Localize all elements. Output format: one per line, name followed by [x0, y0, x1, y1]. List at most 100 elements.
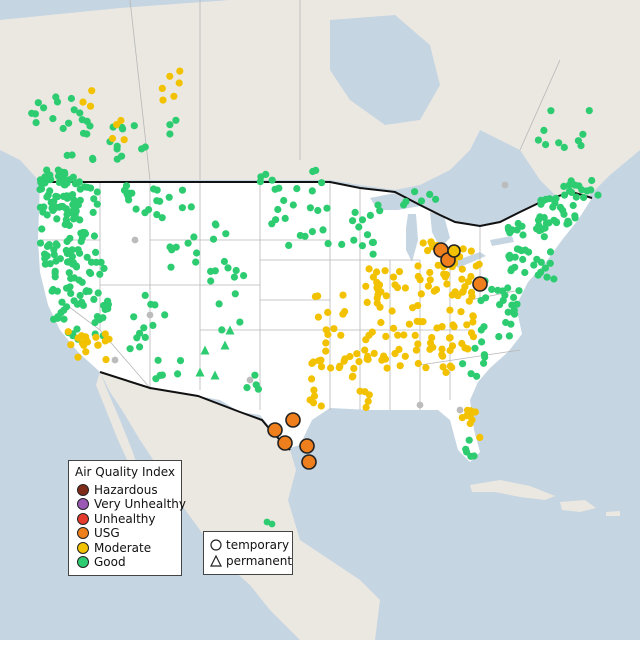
temporary-site-marker: [446, 362, 454, 370]
temporary-site-marker: [58, 298, 66, 306]
temporary-site-marker: [509, 301, 517, 309]
temporary-site-marker: [56, 255, 64, 263]
temporary-site-marker: [515, 287, 523, 295]
temporary-site-marker: [377, 318, 385, 327]
temporary-site-marker: [395, 345, 403, 353]
temporary-site-marker: [268, 520, 276, 528]
temporary-site-marker: [308, 228, 316, 236]
temporary-site-marker: [318, 179, 326, 187]
temporary-site-marker: [411, 331, 419, 339]
temporary-site-marker: [341, 355, 349, 363]
temporary-site-marker: [477, 326, 485, 334]
permanent-site-marker: [195, 367, 205, 377]
temporary-site-marker: [378, 356, 386, 364]
temporary-site-marker: [82, 348, 90, 356]
temporary-site-marker: [540, 214, 548, 222]
temporary-site-marker: [89, 155, 97, 164]
temporary-site-marker: [232, 266, 240, 275]
permanent-site-marker: [200, 345, 210, 355]
temporary-site-marker: [467, 407, 475, 415]
legend-swatch: [77, 484, 89, 496]
temporary-site-marker: [574, 137, 583, 145]
temporary-site-marker: [70, 206, 78, 214]
temporary-site-marker: [132, 205, 140, 213]
legend-label: Unhealthy: [94, 512, 156, 526]
legend-item-very-unhealthy: Very Unhealthy: [77, 497, 186, 511]
temporary-site-marker: [464, 345, 472, 353]
temporary-site-marker: [88, 87, 96, 95]
temporary-site-marker: [504, 308, 512, 316]
temporary-site-marker: [414, 340, 422, 348]
usg-site-marker: [277, 435, 293, 451]
temporary-site-marker: [506, 229, 514, 237]
temporary-site-marker: [338, 240, 346, 248]
temporary-site-marker: [475, 260, 483, 268]
temporary-site-marker: [394, 331, 402, 339]
temporary-site-marker: [355, 223, 363, 231]
temporary-site-marker: [416, 318, 424, 326]
temporary-site-marker: [401, 352, 409, 360]
temporary-site-marker: [138, 145, 146, 153]
temporary-site-marker: [463, 321, 471, 329]
temporary-site-marker: [389, 273, 398, 281]
temporary-site-marker: [68, 252, 76, 261]
temporary-site-marker: [68, 246, 76, 254]
temporary-site-marker: [83, 287, 91, 295]
temporary-site-marker: [67, 274, 75, 283]
temporary-site-marker: [275, 184, 283, 192]
temporary-site-marker: [364, 397, 372, 405]
temporary-site-marker: [70, 196, 78, 204]
temporary-site-marker: [317, 402, 325, 410]
temporary-site-marker: [417, 290, 425, 298]
temporary-site-marker: [184, 239, 192, 247]
temporary-site-marker: [496, 301, 504, 309]
temporary-site-marker: [48, 204, 56, 212]
temporary-site-marker: [308, 375, 316, 383]
temporary-site-marker: [66, 176, 74, 184]
temporary-site-marker: [467, 370, 475, 378]
temporary-site-marker: [172, 116, 180, 124]
temporary-site-marker: [89, 208, 97, 216]
temporary-site-marker: [68, 151, 76, 159]
legend-swatch: [77, 527, 89, 539]
temporary-site-marker: [579, 130, 587, 138]
legend-item-moderate: Moderate: [77, 541, 151, 555]
temporary-site-marker: [207, 277, 215, 285]
temporary-site-marker: [513, 245, 522, 253]
temporary-site-marker: [433, 324, 441, 332]
temporary-site-marker: [218, 326, 226, 334]
temporary-site-marker: [118, 152, 126, 160]
temporary-site-marker: [285, 241, 293, 249]
temporary-site-marker: [495, 333, 503, 341]
temporary-site-marker: [47, 198, 55, 206]
temporary-site-marker: [65, 269, 73, 277]
temporary-site-marker: [507, 320, 515, 328]
temporary-site-marker: [509, 293, 518, 302]
temporary-site-marker: [154, 356, 162, 364]
temporary-site-marker: [136, 329, 144, 337]
temporary-site-marker: [546, 259, 554, 267]
temporary-site-marker: [130, 313, 138, 321]
circle-icon: [210, 539, 222, 551]
temporary-site-marker: [358, 242, 366, 250]
temporary-site-marker: [66, 283, 74, 291]
temporary-site-marker: [43, 166, 51, 174]
temporary-site-marker: [158, 84, 166, 92]
temporary-site-marker: [540, 126, 548, 134]
temporary-site-marker: [79, 129, 88, 137]
temporary-site-marker: [63, 303, 71, 311]
temporary-site-marker: [373, 299, 381, 307]
temporary-site-marker: [104, 305, 112, 313]
temporary-site-marker: [74, 353, 82, 361]
temporary-site-marker: [473, 372, 481, 380]
temporary-site-marker: [78, 278, 86, 286]
temporary-site-marker: [552, 219, 561, 227]
temporary-site-marker: [373, 294, 381, 302]
temporary-site-marker: [93, 200, 101, 208]
temporary-site-marker: [117, 116, 125, 125]
temporary-site-marker: [366, 211, 374, 219]
temporary-site-marker: [125, 196, 133, 204]
temporary-site-marker: [43, 242, 52, 250]
temporary-site-marker: [170, 92, 178, 100]
